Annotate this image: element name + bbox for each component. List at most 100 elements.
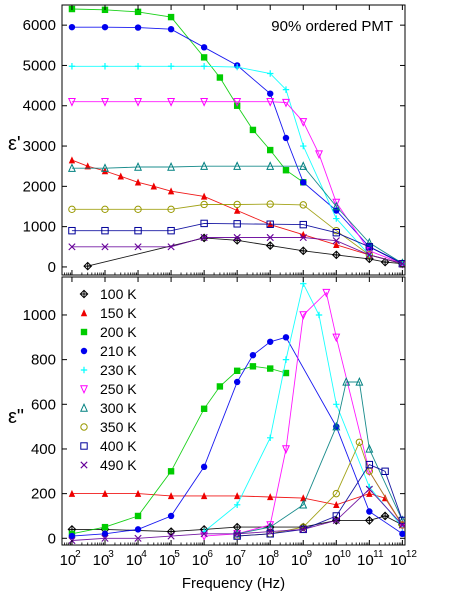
data-point bbox=[67, 98, 76, 107]
legend-marker bbox=[80, 461, 88, 469]
data-point bbox=[399, 530, 405, 538]
data-point bbox=[167, 205, 175, 214]
x-tick-label-exponent: 10 bbox=[340, 549, 352, 560]
fit-line bbox=[87, 237, 403, 267]
data-point bbox=[365, 243, 374, 251]
data-point bbox=[167, 492, 175, 500]
data-point bbox=[249, 363, 257, 370]
data-point bbox=[134, 161, 143, 171]
data-point bbox=[266, 161, 275, 170]
x-tick-label: 10 11 bbox=[357, 549, 384, 569]
fit-line bbox=[71, 222, 403, 265]
fit-line bbox=[71, 203, 403, 265]
data-point bbox=[333, 240, 340, 248]
data-point bbox=[200, 54, 208, 61]
data-point bbox=[84, 162, 91, 170]
data-point bbox=[366, 508, 373, 515]
data-point bbox=[200, 532, 209, 542]
legend-label: 490 K bbox=[100, 457, 137, 473]
series-150-k bbox=[68, 156, 405, 267]
series-400-k bbox=[68, 219, 405, 268]
fit-line bbox=[71, 493, 403, 526]
data-point bbox=[266, 233, 274, 242]
x-tick-label-base: 10 bbox=[258, 552, 275, 569]
x-tick-label-base: 10 bbox=[93, 552, 110, 569]
data-point bbox=[267, 365, 274, 372]
y-axis-label: ε" bbox=[8, 406, 24, 428]
data-point bbox=[299, 233, 307, 242]
legend-marker bbox=[80, 423, 88, 431]
x-tick-label-exponent: 8 bbox=[273, 549, 279, 560]
x-tick-label: 104 bbox=[126, 549, 148, 569]
data-point bbox=[101, 98, 109, 107]
data-point bbox=[200, 219, 208, 228]
data-point bbox=[364, 516, 374, 525]
y-tick-label: 0 bbox=[48, 530, 56, 547]
data-point bbox=[101, 243, 109, 251]
legend-label: 210 K bbox=[100, 343, 137, 359]
x-tick-label-exponent: 11 bbox=[373, 549, 384, 560]
data-layer bbox=[67, 280, 405, 545]
series-490-k bbox=[68, 233, 405, 268]
x-tick-label: 106 bbox=[192, 549, 214, 569]
data-point bbox=[68, 532, 76, 540]
series-250-k bbox=[200, 288, 405, 542]
data-point bbox=[381, 467, 389, 476]
x-tick-label-exponent: 6 bbox=[207, 549, 213, 560]
legend-marker bbox=[80, 328, 88, 336]
series-350-k bbox=[233, 438, 405, 540]
x-tick-label-base: 10 bbox=[291, 552, 308, 569]
x-tick-label-base: 10 bbox=[126, 552, 143, 569]
data-point bbox=[267, 70, 274, 77]
legend: 100 K 150 K 200 K 210 K 230 K 250 K 300 K 350 K… bbox=[79, 286, 137, 473]
data-point bbox=[200, 492, 208, 500]
data-point bbox=[332, 512, 340, 520]
x-tick-label-exponent: 5 bbox=[174, 549, 180, 560]
y-tick-label: 6000 bbox=[23, 17, 56, 34]
series-490-k bbox=[68, 485, 405, 545]
data-point bbox=[200, 200, 208, 209]
data-point bbox=[101, 63, 109, 70]
y-tick-label: 5000 bbox=[23, 57, 56, 74]
data-point bbox=[150, 182, 158, 190]
data-point bbox=[267, 493, 274, 501]
data-point bbox=[233, 532, 241, 540]
x-tick-label-base: 10 bbox=[324, 552, 341, 569]
x-tick-label-base: 10 bbox=[390, 552, 407, 569]
y-tick-label: 800 bbox=[31, 352, 56, 369]
data-point bbox=[233, 492, 241, 500]
data-point bbox=[331, 250, 341, 260]
series-210-k bbox=[68, 334, 405, 540]
data-point bbox=[299, 311, 308, 320]
data-point bbox=[233, 220, 241, 228]
data-point bbox=[167, 13, 175, 21]
data-point bbox=[233, 378, 241, 386]
data-point bbox=[267, 146, 274, 154]
data-point bbox=[380, 257, 390, 267]
data-point bbox=[365, 485, 373, 493]
data-point bbox=[167, 98, 176, 107]
data-point bbox=[216, 383, 224, 390]
y-tick-label: 1000 bbox=[23, 219, 56, 236]
data-point bbox=[282, 86, 290, 93]
data-point bbox=[68, 226, 76, 235]
data-point bbox=[398, 516, 405, 525]
data-point bbox=[134, 534, 142, 542]
data-point bbox=[134, 489, 142, 497]
data-point bbox=[332, 228, 340, 237]
x-tick-label: 107 bbox=[225, 549, 247, 569]
data-point bbox=[200, 463, 208, 471]
x-tick-label-exponent: 12 bbox=[406, 549, 418, 560]
x-tick-label: 105 bbox=[159, 549, 181, 569]
data-point bbox=[282, 356, 290, 363]
data-point bbox=[200, 192, 208, 200]
legend-label: 250 K bbox=[100, 381, 137, 397]
data-point bbox=[167, 226, 175, 235]
data-point bbox=[332, 489, 340, 498]
x-tick-label: 103 bbox=[93, 549, 115, 569]
data-point bbox=[233, 233, 241, 242]
data-point bbox=[233, 367, 241, 374]
fit-line bbox=[237, 381, 403, 535]
data-point bbox=[249, 351, 257, 359]
data-point bbox=[333, 401, 340, 408]
